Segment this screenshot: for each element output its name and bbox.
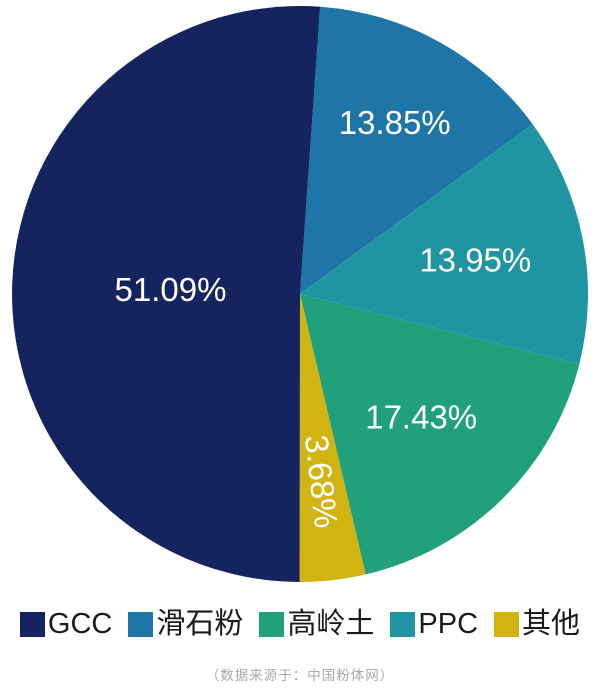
legend-item-其他[interactable]: 其他 — [494, 609, 580, 639]
pie-slice-高岭土[interactable] — [300, 294, 580, 575]
legend-item-label: 滑石粉 — [156, 608, 244, 640]
pie-chart: 13.85%13.95%17.43%3.68%51.09% — [12, 6, 589, 583]
legend-item-label: PPC — [418, 608, 479, 640]
legend-color-swatch-icon — [19, 611, 45, 637]
legend-item-PPC[interactable]: PPC — [390, 609, 478, 639]
legend-color-swatch-icon — [390, 611, 416, 637]
legend-item-高岭土[interactable]: 高岭土 — [259, 609, 374, 639]
pie-slice-滑石粉[interactable] — [300, 6, 533, 294]
pie-slice-label: 13.95% — [419, 241, 531, 278]
pie-slice-label: 17.43% — [365, 399, 477, 436]
legend-item-GCC[interactable]: GCC — [19, 608, 113, 640]
legend-item-label: GCC — [47, 608, 113, 640]
pie-slice-其他[interactable] — [299, 294, 366, 583]
legend-item-label: 其他 — [522, 608, 581, 640]
legend-color-swatch-icon — [494, 611, 520, 637]
pie-slice-PPC[interactable] — [300, 124, 589, 365]
pie-slice-GCC[interactable] — [12, 6, 321, 583]
legend: GCC 滑石粉 高岭土 PPC 其他 — [0, 609, 600, 639]
legend-color-swatch-icon — [259, 611, 285, 637]
legend-color-swatch-icon — [128, 611, 154, 637]
pie-slice-label: 51.09% — [115, 271, 227, 308]
pie-slice-label: 13.85% — [339, 104, 451, 141]
legend-item-滑石粉[interactable]: 滑石粉 — [128, 609, 243, 639]
data-source-note: （数据来源于：中国粉体网） — [205, 668, 395, 683]
legend-item-label: 高岭土 — [287, 608, 375, 640]
